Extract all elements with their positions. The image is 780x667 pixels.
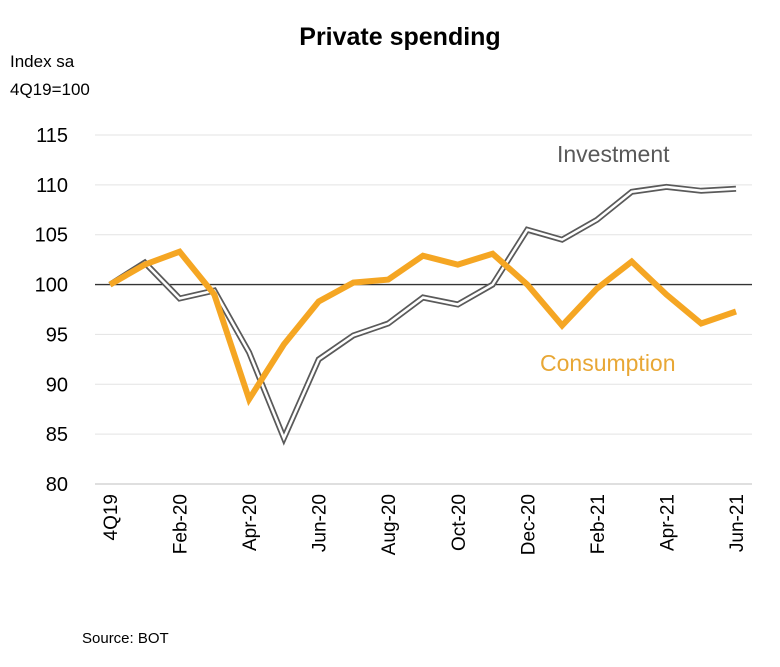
x-tick-Feb-20: Feb-20 (171, 494, 192, 554)
consumption-line (108, 248, 737, 407)
consumption-series (108, 248, 737, 407)
x-tick-Dec-20: Dec-20 (518, 494, 539, 555)
consumption-label: Consumption (540, 350, 676, 376)
x-tick-Apr-21: Apr-21 (657, 494, 678, 551)
y-tick-85: 85 (46, 424, 68, 446)
x-tick-Jun-20: Jun-20 (310, 494, 331, 552)
investment-label: Investment (557, 141, 670, 167)
y-unit-line2: 4Q19=100 (10, 80, 90, 99)
y-tick-90: 90 (46, 374, 68, 396)
investment-series (108, 183, 737, 446)
x-tick-4Q19: 4Q19 (101, 494, 122, 540)
source-note: Source: BOT (82, 630, 169, 647)
chart-title: Private spending (299, 23, 500, 51)
x-axis-ticks: 4Q19 Feb-20 Apr-20 Jun-20 Aug-20 Oct-20 Dec-20… (101, 494, 748, 555)
y-tick-110: 110 (36, 175, 68, 197)
y-tick-100: 100 (35, 275, 68, 297)
investment-line-outer (108, 183, 737, 446)
y-axis-ticks: 80 85 90 95 100 105 110 115 (35, 125, 68, 496)
gridlines (95, 134, 752, 435)
y-tick-105: 105 (35, 225, 68, 247)
x-tick-Feb-21: Feb-21 (588, 494, 609, 554)
investment-line-inner (109, 185, 737, 442)
x-tick-Aug-20: Aug-20 (379, 494, 400, 555)
x-tick-Apr-20: Apr-20 (240, 494, 261, 551)
x-tick-Jun-21: Jun-21 (727, 494, 748, 552)
y-tick-115: 115 (36, 125, 68, 147)
y-tick-95: 95 (46, 324, 68, 346)
y-tick-80: 80 (46, 474, 68, 496)
x-tick-Oct-20: Oct-20 (449, 494, 470, 551)
y-unit-line1: Index sa (10, 52, 75, 71)
